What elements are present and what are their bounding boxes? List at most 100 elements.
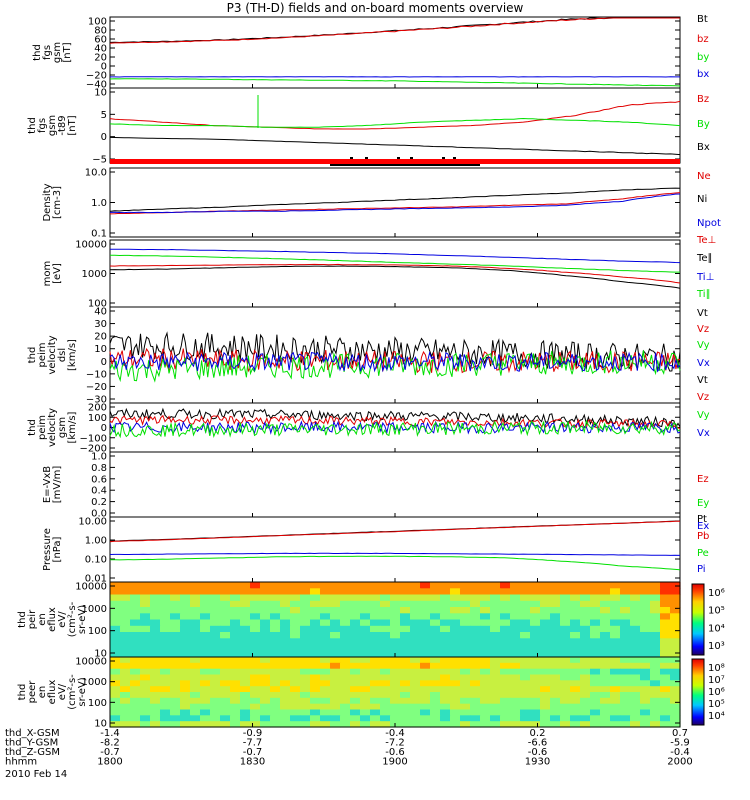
heatmap-cell bbox=[540, 703, 551, 711]
heatmap-cell bbox=[130, 709, 141, 716]
heatmap-cell bbox=[670, 709, 681, 716]
heatmap-cell bbox=[320, 686, 331, 693]
heatmap-cell bbox=[160, 680, 171, 687]
heatmap-cell bbox=[360, 594, 371, 602]
heatmap-cell bbox=[540, 607, 551, 614]
heatmap-cell bbox=[170, 613, 181, 621]
y-tick-label: 40 bbox=[94, 44, 107, 55]
heatmap-cell bbox=[210, 600, 221, 608]
heatmap-cell bbox=[610, 721, 621, 728]
heatmap-cell bbox=[650, 625, 661, 633]
heatmap-cell bbox=[520, 644, 531, 652]
heatmap-cell bbox=[150, 680, 161, 687]
heatmap-cell bbox=[140, 594, 151, 602]
heatmap-cell bbox=[380, 721, 391, 728]
heatmap-cell bbox=[400, 650, 411, 658]
heatmap-cell bbox=[210, 657, 221, 664]
y-tick-label: 0 bbox=[101, 357, 107, 368]
heatmap-cell bbox=[480, 715, 491, 722]
heatmap-cell bbox=[180, 613, 191, 621]
heatmap-cell bbox=[170, 625, 181, 633]
heatmap-cell bbox=[150, 686, 161, 693]
heatmap-cell bbox=[340, 657, 351, 664]
heatmap-cell bbox=[360, 709, 371, 716]
heatmap-cell bbox=[320, 703, 331, 711]
heatmap-cell bbox=[380, 594, 391, 602]
heatmap-cell bbox=[160, 625, 171, 633]
heatmap-cell bbox=[140, 674, 151, 681]
heatmap-cell bbox=[360, 715, 371, 722]
heatmap-cell bbox=[400, 582, 411, 589]
heatmap-cell bbox=[320, 632, 331, 639]
heatmap-cell bbox=[300, 686, 311, 693]
heatmap-cell bbox=[260, 588, 271, 596]
footer-value: -7.2 bbox=[385, 738, 405, 749]
heatmap-cell bbox=[520, 674, 531, 681]
heatmap-cell bbox=[540, 668, 551, 676]
heatmap-cell bbox=[430, 619, 441, 627]
footer-value: -0.7 bbox=[100, 747, 120, 758]
heatmap-cell bbox=[640, 680, 651, 687]
heatmap-cell bbox=[450, 625, 461, 633]
heatmap-cell bbox=[360, 662, 371, 670]
heatmap-cell bbox=[360, 650, 371, 658]
heatmap-cell bbox=[630, 657, 641, 664]
heatmap-cell bbox=[210, 686, 221, 693]
heatmap-cell bbox=[190, 668, 201, 676]
heatmap-cell bbox=[230, 613, 241, 621]
heatmap-cell bbox=[310, 594, 321, 602]
heatmap-cell bbox=[180, 721, 191, 728]
y-tick-label: 0.8 bbox=[91, 463, 107, 474]
heatmap-cell bbox=[280, 721, 291, 728]
y-axis-label: eflux bbox=[47, 680, 58, 705]
y-axis-label: fgs bbox=[42, 45, 53, 60]
heatmap-cell bbox=[350, 644, 361, 652]
heatmap-cell bbox=[110, 638, 121, 646]
heatmap-cell bbox=[670, 638, 681, 646]
heatmap-cell bbox=[530, 613, 541, 621]
heatmap-cell bbox=[430, 721, 441, 728]
heatmap-cell bbox=[130, 632, 141, 639]
heatmap-cell bbox=[110, 588, 121, 596]
colorbar-tick-label: 10⁴ bbox=[708, 711, 725, 722]
heatmap-cell bbox=[600, 662, 611, 670]
heatmap-cell bbox=[160, 657, 171, 664]
heatmap-cell bbox=[510, 692, 521, 699]
heatmap-cell bbox=[330, 582, 341, 589]
heatmap-cell bbox=[550, 662, 561, 670]
heatmap-cell bbox=[110, 600, 121, 608]
heatmap-cell bbox=[400, 703, 411, 711]
y-tick-label: 0.01 bbox=[85, 574, 107, 585]
heatmap-cell bbox=[600, 674, 611, 681]
heatmap-cell bbox=[520, 600, 531, 608]
heatmap-cell bbox=[560, 594, 571, 602]
heatmap-cell bbox=[520, 657, 531, 664]
heatmap-cell bbox=[440, 619, 451, 627]
heatmap-cell bbox=[110, 703, 121, 711]
heatmap-cell bbox=[480, 680, 491, 687]
heatmap-cell bbox=[270, 721, 281, 728]
heatmap-cell bbox=[580, 697, 591, 705]
heatmap-cell bbox=[650, 686, 661, 693]
footer-value: -0.7 bbox=[243, 747, 263, 758]
heatmap-cell bbox=[150, 657, 161, 664]
heatmap-cell bbox=[650, 692, 661, 699]
heatmap-cell bbox=[590, 668, 601, 676]
heatmap-cell bbox=[280, 662, 291, 670]
y-tick-label: 0.4 bbox=[91, 486, 107, 497]
heatmap-cell bbox=[650, 613, 661, 621]
heatmap-cell bbox=[240, 625, 251, 633]
heatmap-cell bbox=[160, 638, 171, 646]
heatmap-cell bbox=[180, 588, 191, 596]
heatmap-cell bbox=[260, 721, 271, 728]
heatmap-cell bbox=[660, 662, 671, 670]
heatmap-cell bbox=[560, 697, 571, 705]
heatmap-cell bbox=[190, 619, 201, 627]
heatmap-cell bbox=[480, 657, 491, 664]
heatmap-cell bbox=[590, 613, 601, 621]
heatmap-cell bbox=[480, 625, 491, 633]
heatmap-cell bbox=[490, 703, 501, 711]
heatmap-cell bbox=[150, 703, 161, 711]
heatmap-cell bbox=[580, 657, 591, 664]
